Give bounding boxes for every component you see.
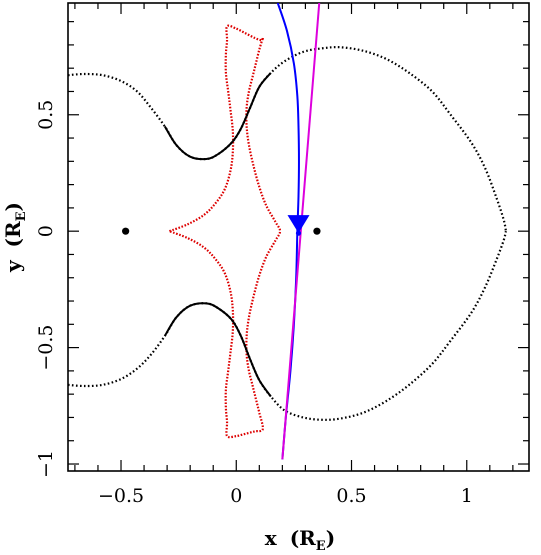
y-tick-label: −0.5	[35, 325, 57, 371]
source-arrow	[287, 215, 310, 234]
source-point	[295, 230, 302, 236]
markers	[122, 215, 321, 236]
x-tick-label: 0	[230, 485, 242, 507]
lens-point	[122, 227, 130, 235]
y-axis-label: y (RE)	[1, 202, 29, 273]
caustic-curve	[169, 24, 282, 439]
plot-frame	[67, 2, 530, 472]
x-tick-label: −0.5	[98, 485, 144, 507]
trajectory-magenta-curve	[281, 3, 321, 460]
y-tick-label: 0.5	[35, 100, 57, 130]
x-tick-label: 0.5	[336, 485, 366, 507]
curves	[68, 3, 508, 460]
y-tick-label: −1	[35, 450, 57, 478]
critical-upper-curve	[68, 46, 508, 232]
tick-labels: −0.5 0 0.5 1 −1 −0.5 0 0.5	[35, 100, 473, 507]
critical-lower-solid	[163, 302, 272, 398]
lens-point	[313, 227, 321, 235]
y-tick-label: 0	[35, 225, 57, 237]
tick-marks	[68, 3, 529, 471]
critical-upper-solid	[163, 72, 272, 161]
x-axis-label: x (RE)	[265, 526, 335, 554]
x-tick-label: 1	[461, 485, 473, 507]
